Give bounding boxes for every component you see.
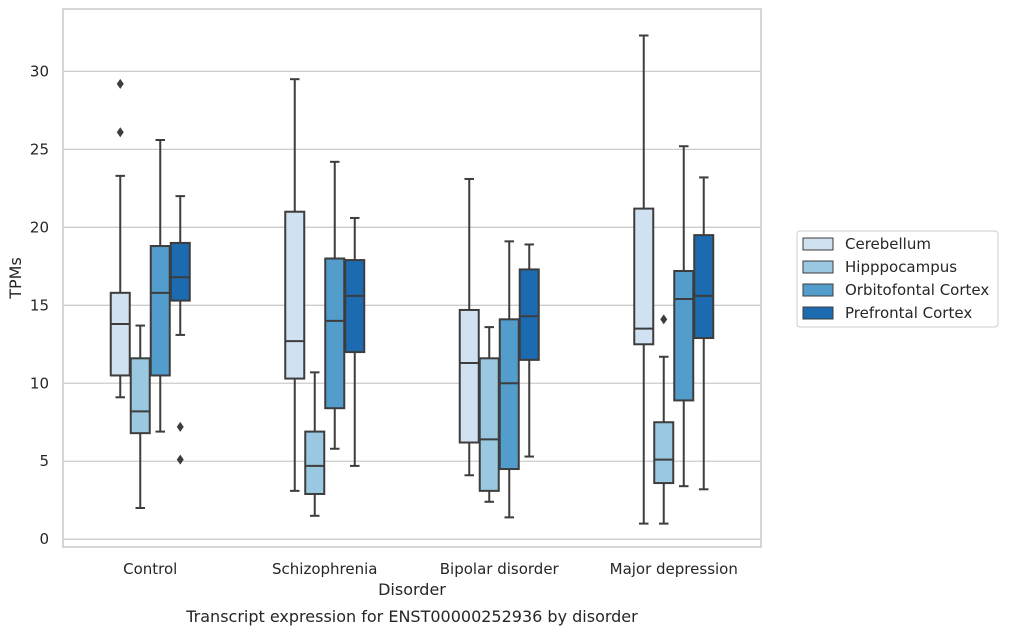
box-group <box>129 324 151 510</box>
box-group <box>304 371 326 517</box>
box-group <box>149 138 171 433</box>
box-iqr <box>633 207 655 346</box>
x-axis-title: Disorder <box>378 580 446 599</box>
x-tick-label: Major depression <box>610 560 738 578</box>
box-group <box>673 145 695 488</box>
box-group <box>478 326 500 503</box>
box-group <box>693 176 715 491</box>
y-tick-label: 20 <box>30 218 49 236</box>
y-tick-label: 25 <box>30 140 49 158</box>
box-group <box>458 177 480 477</box>
legend-frame <box>796 230 999 328</box>
box-iqr <box>284 210 306 380</box>
box-iqr <box>169 241 191 302</box>
outlier-point <box>116 127 124 138</box>
box-iqr <box>498 318 520 471</box>
x-tick-label: Bipolar disorder <box>440 560 560 578</box>
axis-ticks: 0 5 10 15 20 25 30 Control Schizophrenia Bipolar … <box>30 62 738 578</box>
legend-swatch <box>802 283 834 297</box>
legend-swatch <box>802 306 834 320</box>
y-tick-label: 0 <box>39 530 49 548</box>
box-iqr <box>458 308 480 444</box>
box-iqr <box>304 430 326 495</box>
box-iqr <box>324 257 346 410</box>
y-tick-label: 5 <box>39 452 49 470</box>
y-tick-label: 10 <box>30 374 49 392</box>
box-group <box>169 195 191 465</box>
box-group <box>653 314 675 525</box>
box-iqr <box>478 357 500 492</box>
legend-label: Orbitofontal Cortex <box>845 281 989 299</box>
legend-swatch <box>802 237 834 251</box>
box-iqr <box>518 268 540 361</box>
plot-frame <box>62 8 762 548</box>
box-group <box>344 216 366 467</box>
figure-caption: Transcript expression for ENST0000025293… <box>185 607 638 626</box>
legend-label: Prefrontal Cortex <box>845 304 972 322</box>
box-group <box>633 34 655 525</box>
box-group <box>518 243 540 458</box>
box-iqr <box>673 269 695 402</box>
box-group <box>109 78 131 399</box>
y-tick-label: 30 <box>30 62 49 80</box>
y-tick-label: 15 <box>30 296 49 314</box>
box-iqr <box>109 291 131 377</box>
box-iqr <box>653 421 675 485</box>
legend-swatch <box>802 260 834 274</box>
box-group <box>284 78 306 492</box>
y-axis-title: TPMs <box>6 257 25 300</box>
x-tick-label: Schizophrenia <box>272 560 377 578</box>
box-group <box>324 160 346 450</box>
outlier-point <box>116 78 124 89</box>
box-iqr <box>129 357 151 435</box>
legend-label: Cerebellum <box>845 235 931 253</box>
outlier-point <box>176 421 184 432</box>
outlier-point <box>176 454 184 465</box>
plot-boxes <box>109 34 715 525</box>
box-iqr <box>149 245 171 377</box>
box-iqr <box>693 234 715 340</box>
legend: Cerebellum Hipppocampus Orbitofontal Corte… <box>796 230 999 328</box>
legend-label: Hipppocampus <box>845 258 957 276</box>
x-tick-label: Control <box>123 560 177 578</box>
box-iqr <box>344 259 366 354</box>
outlier-point <box>660 314 668 325</box>
box-group <box>498 240 520 519</box>
